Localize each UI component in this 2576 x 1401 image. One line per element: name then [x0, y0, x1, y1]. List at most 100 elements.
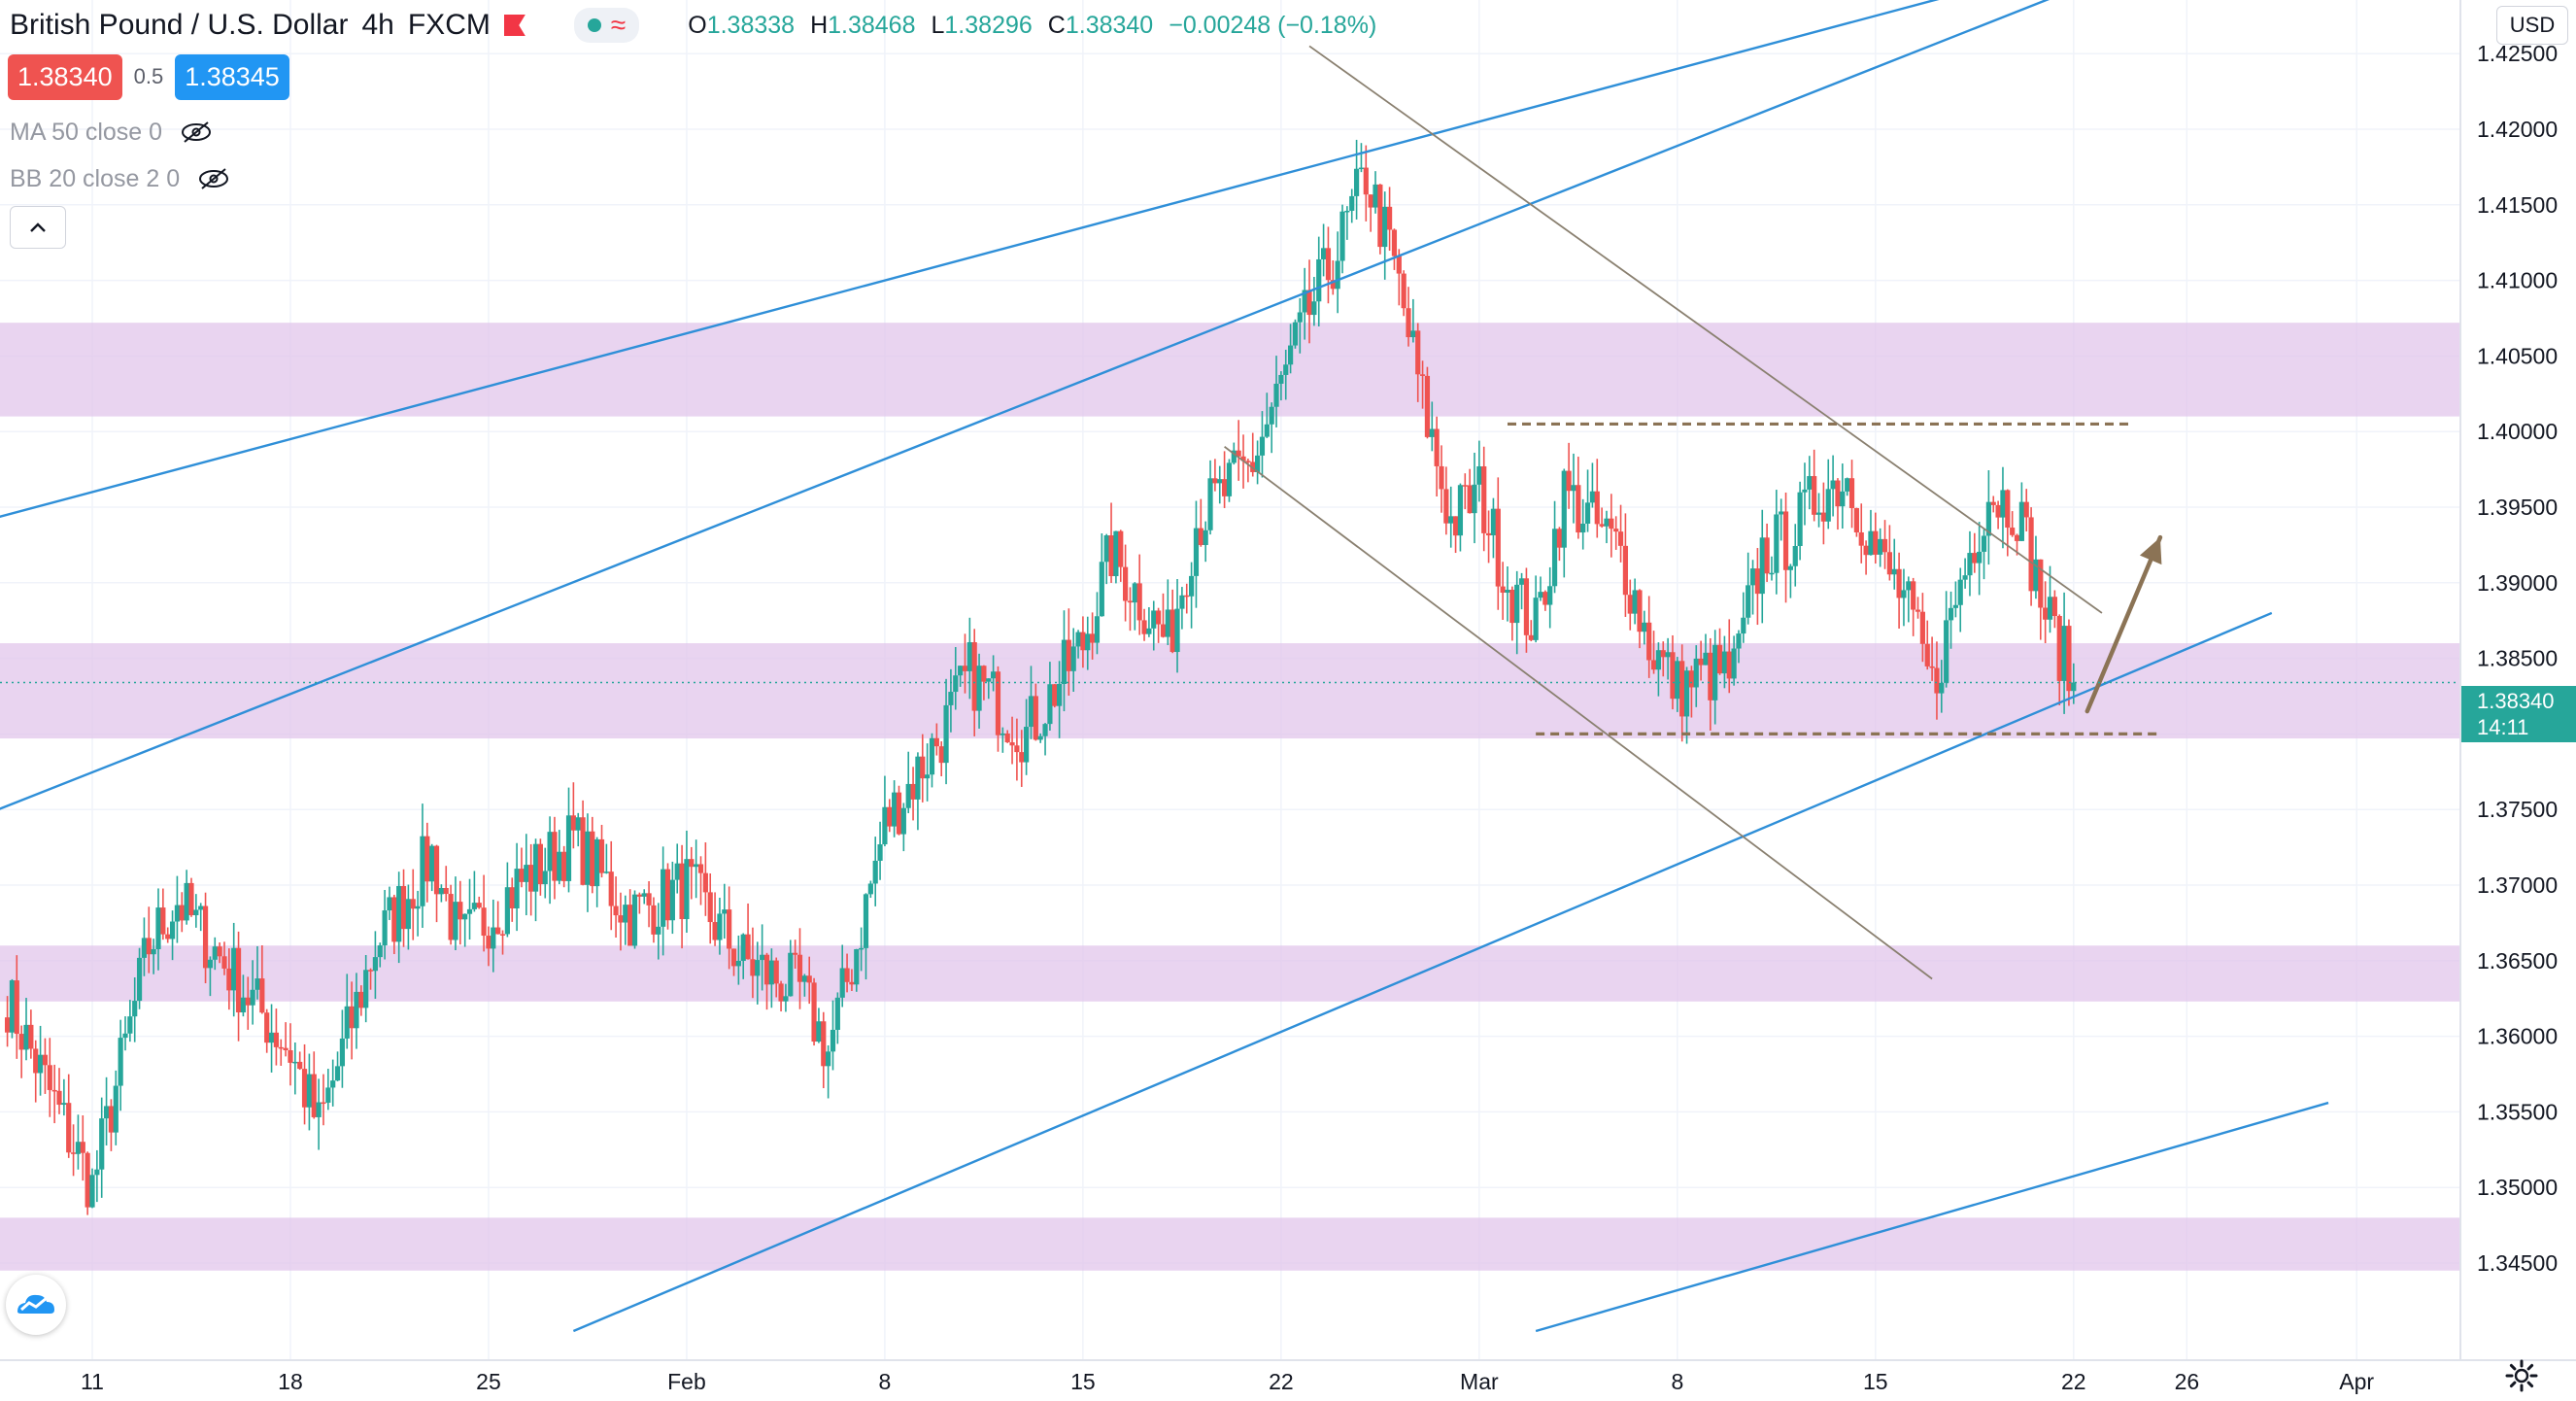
candle-body [288, 1050, 293, 1063]
market-status-pill[interactable]: ≈ [573, 8, 640, 43]
candle-body [1703, 652, 1709, 666]
candle-body [565, 815, 572, 881]
candle-body [892, 792, 898, 827]
candle-body [1269, 406, 1274, 425]
exchange-label: FXCM [407, 9, 491, 41]
candle-body [344, 1006, 350, 1039]
candle-body [28, 1024, 34, 1049]
candle-body [1358, 167, 1365, 170]
candle-body [834, 997, 840, 1030]
candle-body [1990, 501, 1996, 505]
candle-body [816, 1021, 822, 1042]
candle-body [231, 947, 237, 991]
currency-button[interactable]: USD [2496, 6, 2568, 45]
candle-body [155, 907, 161, 949]
candle-body [499, 934, 506, 936]
candle-body [872, 860, 878, 884]
candle-body [382, 910, 388, 946]
candle-body [1391, 229, 1398, 256]
candle-body [1090, 633, 1096, 643]
time-axis[interactable]: 11 18 25 Feb 8 15 22 Mar 8 15 22 26 Apr [81, 1369, 2374, 1394]
eye-hidden-icon[interactable] [180, 120, 213, 144]
candle-body [1240, 456, 1246, 461]
interval-label[interactable]: 4h [361, 9, 394, 41]
candle-body [2056, 616, 2062, 681]
candle-body [33, 1048, 39, 1074]
candle-body [1339, 211, 1345, 261]
candle-body [793, 952, 798, 955]
candle-body [656, 926, 661, 935]
candle-body [2051, 597, 2057, 617]
candle-body [405, 899, 411, 930]
candle-body [867, 883, 873, 895]
candle-body [1576, 485, 1581, 533]
candle-body [1009, 742, 1015, 746]
candle-body [1731, 648, 1737, 679]
candle-body [1637, 590, 1643, 632]
candle-body [849, 981, 855, 985]
candle-body [127, 1016, 133, 1034]
candle-body [661, 869, 666, 927]
candle-body [1306, 290, 1312, 316]
bar-countdown: 14:11 [2477, 715, 2529, 739]
candle-body [1302, 290, 1307, 313]
candle-body [1123, 566, 1129, 601]
candle-body [297, 1061, 303, 1070]
candle-body [1632, 590, 1638, 614]
candle-body [278, 1046, 284, 1049]
candle-body [245, 997, 251, 1006]
candle-body [151, 948, 156, 955]
time-tick-label: Mar [1460, 1369, 1499, 1394]
candle-body [1434, 428, 1440, 466]
candle-body [905, 783, 911, 808]
candle-body [1944, 620, 1949, 683]
indicator-ma[interactable]: MA 50 close 0 [10, 113, 213, 152]
candle-body [1146, 628, 1152, 634]
candle-body [561, 851, 567, 881]
candle-body [377, 945, 383, 958]
candle-body [1141, 620, 1147, 634]
candle-body [674, 863, 680, 880]
candle-body [273, 1032, 280, 1047]
candle-body [1749, 568, 1756, 586]
price-axis[interactable]: 1.34500 1.35000 1.35500 1.36000 1.36500 1.370… [2477, 41, 2558, 1276]
candle-body [669, 879, 675, 921]
tradingview-logo[interactable] [6, 1275, 66, 1335]
candle-body [1571, 485, 1576, 492]
ohlc-open: O1.38338 [688, 11, 796, 39]
candle-body [1934, 667, 1940, 694]
eye-hidden-icon[interactable] [197, 167, 230, 190]
candle-body [882, 806, 888, 845]
candle-body [1736, 633, 1742, 649]
candle-body [1377, 184, 1383, 248]
candle-body [1490, 508, 1497, 536]
candle-body [1561, 470, 1567, 548]
sell-button[interactable]: 1.38340 [8, 53, 122, 100]
candle-body [56, 1090, 62, 1106]
candle-body [193, 909, 199, 915]
candle-body [1863, 545, 1869, 556]
candle-body [415, 906, 421, 909]
indicator-bb[interactable]: BB 20 close 2 0 [10, 159, 230, 198]
candle-body [1099, 562, 1104, 617]
candle-body [1264, 424, 1270, 437]
candle-body [717, 913, 723, 940]
candle-body [212, 946, 218, 960]
candle-body [1962, 575, 1968, 580]
buy-button[interactable]: 1.38345 [175, 53, 289, 100]
price-tick-label: 1.39500 [2477, 495, 2558, 520]
candle-body [778, 983, 784, 1002]
flag-icon[interactable] [503, 15, 525, 36]
candle-body [1151, 610, 1157, 629]
candle-body [1457, 485, 1464, 536]
candle-body [1113, 530, 1119, 577]
symbol-name[interactable]: British Pound / U.S. Dollar [10, 9, 349, 41]
candle-body [920, 756, 926, 779]
collapse-legend-button[interactable] [10, 206, 66, 249]
candle-body [664, 869, 671, 921]
candle-body [2047, 597, 2053, 620]
candle-body [684, 859, 690, 920]
trade-buttons: 1.38340 0.5 1.38345 [8, 52, 289, 101]
chart-settings-button[interactable] [2500, 1356, 2543, 1399]
